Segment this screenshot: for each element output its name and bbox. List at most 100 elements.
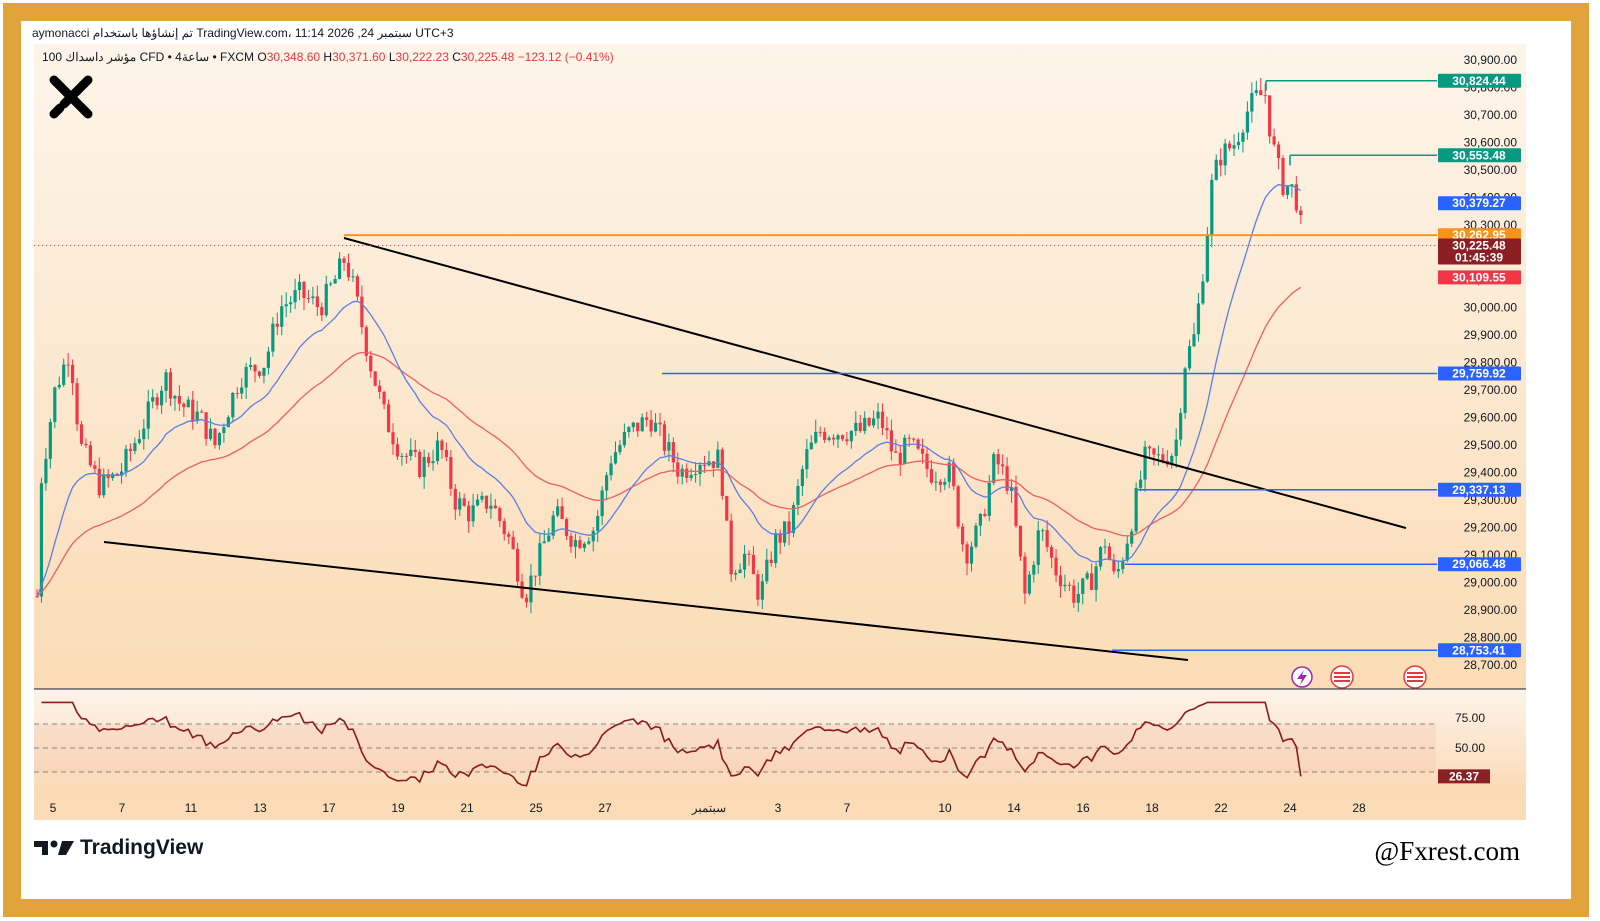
candle-body <box>1174 439 1178 456</box>
candle-body <box>1201 281 1205 304</box>
candle-body <box>747 553 751 555</box>
candle-body <box>1041 530 1045 532</box>
candle-body <box>1023 556 1027 594</box>
rsi-pane[interactable] <box>34 690 1526 796</box>
candle-body <box>952 462 956 487</box>
candle-body <box>573 540 578 547</box>
candle-body <box>992 454 996 483</box>
ohlc-legend: 100 مؤشر داسداك CFD • 4ساعة • FXCM O30,3… <box>42 50 614 64</box>
candle-body <box>547 535 551 542</box>
price-tag-red <box>1438 270 1521 285</box>
candle-body <box>249 365 253 367</box>
price-tag-label: 30,109.55 <box>1452 270 1506 284</box>
price-tick-label: 29,800.00 <box>1464 356 1518 370</box>
candle-body <box>217 433 222 446</box>
candle-body <box>720 449 724 496</box>
candle-body <box>44 458 48 484</box>
candle-body <box>520 581 524 598</box>
time-tick-label: 27 <box>598 801 612 815</box>
price-tick-label: 29,700.00 <box>1464 383 1518 397</box>
time-tick-label: 25 <box>529 801 543 815</box>
candle-body <box>115 473 119 476</box>
candle-body <box>168 372 173 399</box>
price-tag-green <box>1438 148 1521 163</box>
candle-body <box>360 296 364 328</box>
candle-body <box>894 451 898 453</box>
candle-body <box>351 276 355 278</box>
candle-body <box>1228 143 1232 149</box>
candle-body <box>364 327 368 356</box>
candle-body <box>889 430 893 452</box>
price-tag-green <box>1438 73 1521 88</box>
price-tick-label: 29,900.00 <box>1464 328 1518 342</box>
candle-body <box>462 498 466 506</box>
candle-body <box>783 521 787 543</box>
symbol-name[interactable]: 100 مؤشر داسداك CFD • 4ساعة • FXCM <box>42 50 254 64</box>
time-axis: 5 7 11 13 17 19 21 25 27 سبتمبر 3 7 10 14 16 18 22 24 28 <box>50 801 1366 815</box>
candle-body <box>734 572 738 575</box>
candle-body <box>903 437 907 464</box>
candle-body <box>195 411 199 422</box>
candle-body <box>787 521 791 533</box>
candle-body <box>769 559 773 564</box>
candle-body <box>1103 546 1107 548</box>
candle-body <box>75 383 79 425</box>
candle-body <box>725 495 729 521</box>
price-tick-label: 30,000.00 <box>1464 301 1518 315</box>
candle-body <box>373 371 377 386</box>
price-tick-label: 28,700.00 <box>1464 658 1518 672</box>
candle-body <box>369 355 373 372</box>
candle-body <box>133 442 137 452</box>
candle-body <box>605 475 609 491</box>
candle-body <box>160 390 164 406</box>
price-pane[interactable] <box>34 44 1526 689</box>
time-tick-label: 3 <box>775 801 782 815</box>
candle-body <box>778 533 782 543</box>
candle-body <box>920 448 925 454</box>
candle-body <box>1263 95 1267 97</box>
candle-body <box>1036 530 1040 565</box>
candle-body <box>1098 547 1103 567</box>
candle-body <box>1156 454 1160 456</box>
candle-body <box>1276 144 1281 159</box>
candle-body <box>880 411 885 428</box>
candle-body <box>382 391 386 405</box>
candle-body <box>378 385 382 392</box>
time-tick-label: 21 <box>460 801 474 815</box>
time-axis-bg <box>34 796 1526 820</box>
candle-body <box>1245 111 1249 133</box>
candle-body <box>311 296 315 299</box>
candle-body <box>222 427 226 434</box>
candle-body <box>1219 159 1223 166</box>
candle-body <box>809 442 813 450</box>
price-tick-label: 29,600.00 <box>1464 411 1518 425</box>
rsi-line <box>41 701 1302 787</box>
candle-body <box>271 323 275 352</box>
candle-body <box>689 474 693 479</box>
candle-body <box>231 392 235 418</box>
candle-body <box>1196 303 1201 335</box>
candle-body <box>1161 454 1165 461</box>
candle-body <box>511 536 515 549</box>
candle-body <box>1076 593 1080 603</box>
candle-body <box>62 364 66 385</box>
candle-body <box>1299 210 1303 216</box>
price-tag-current <box>1438 238 1521 265</box>
candle-body <box>645 417 649 420</box>
open-label: O <box>257 50 267 64</box>
candle-body <box>84 443 88 446</box>
price-tick-label: 29,000.00 <box>1464 576 1518 590</box>
time-tick-label: 10 <box>938 801 952 815</box>
candle-body <box>662 424 667 451</box>
candle-body <box>863 417 867 432</box>
candle-body <box>1063 584 1067 587</box>
candle-body <box>551 515 555 536</box>
ema-fast-line <box>36 183 1302 597</box>
low-value: 30,222.23 <box>395 50 449 64</box>
candle-body <box>440 440 444 451</box>
candle-body <box>289 302 293 305</box>
tradingview-logo[interactable]: TradingView <box>34 836 203 860</box>
countdown-label: 01:45:39 <box>1455 250 1503 264</box>
candle-body <box>1134 487 1138 532</box>
